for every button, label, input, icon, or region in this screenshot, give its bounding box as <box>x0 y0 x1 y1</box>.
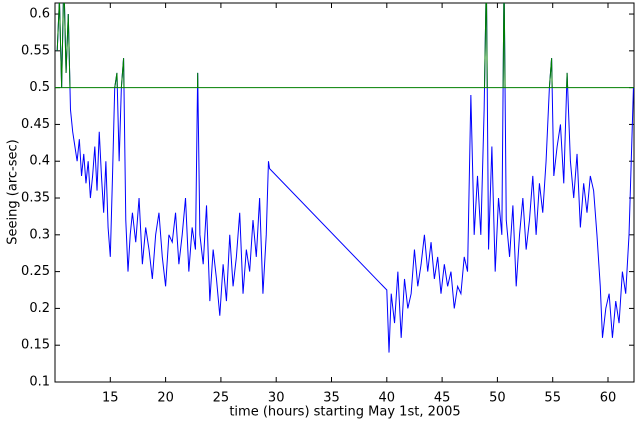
x-tick-label: 50 <box>489 391 506 406</box>
y-tick-label: 0.2 <box>29 301 50 316</box>
x-tick-label: 55 <box>544 391 561 406</box>
y-tick-label: 0.55 <box>21 43 50 58</box>
y-tick-label: 0.6 <box>29 7 50 22</box>
x-tick-label: 30 <box>268 391 285 406</box>
seeing-line-above-threshold <box>56 3 634 88</box>
y-tick-label: 0.1 <box>29 375 50 390</box>
y-tick-label: 0.5 <box>29 80 50 95</box>
y-tick-label: 0.15 <box>21 338 50 353</box>
plot-area <box>54 2 635 383</box>
x-tick-label: 45 <box>434 391 451 406</box>
y-axis-label: Seeing (arc-sec) <box>6 139 21 244</box>
x-tick-label: 25 <box>213 391 230 406</box>
x-tick-label: 20 <box>157 391 174 406</box>
x-tick-label: 60 <box>600 391 617 406</box>
y-tick-label: 0.45 <box>21 117 50 132</box>
x-tick-label: 35 <box>323 391 340 406</box>
x-axis-label: time (hours) starting May 1st, 2005 <box>229 405 460 420</box>
y-tick-label: 0.25 <box>21 264 50 279</box>
x-tick-label: 15 <box>102 391 119 406</box>
y-tick-label: 0.3 <box>29 227 50 242</box>
x-tick-label: 40 <box>379 391 396 406</box>
y-tick-label: 0.4 <box>29 154 50 169</box>
y-tick-label: 0.35 <box>21 191 50 206</box>
